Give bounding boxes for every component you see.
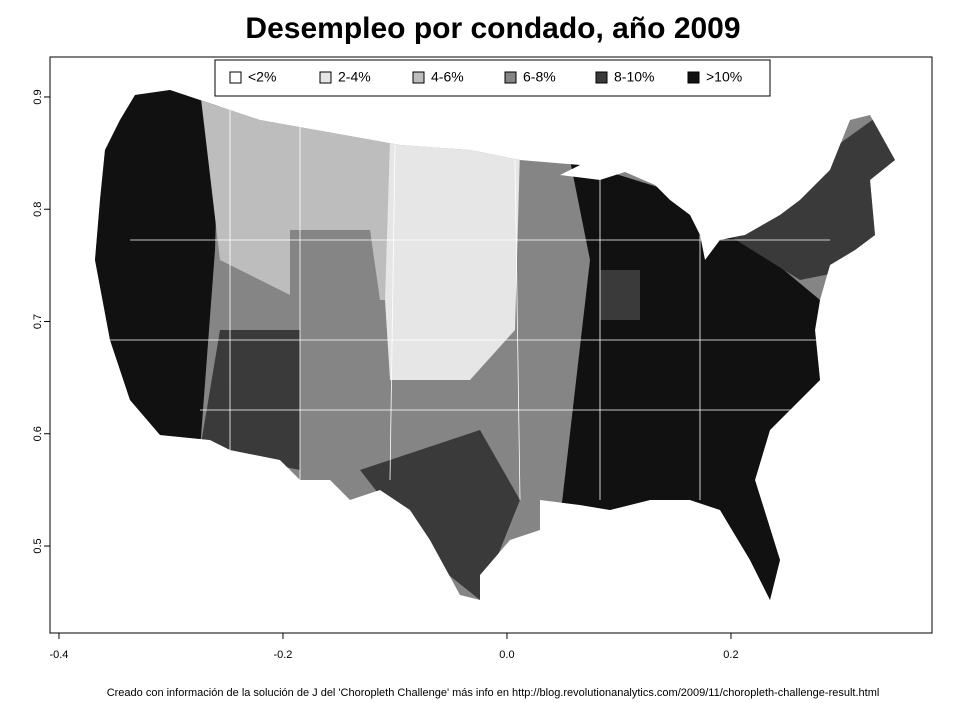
legend-label: <2%	[248, 69, 276, 85]
region	[200, 330, 300, 470]
legend-swatch	[687, 71, 700, 84]
legend-swatch	[504, 71, 517, 84]
caption: Creado con información de la solución de…	[107, 687, 880, 699]
legend-label: 6-8%	[523, 69, 556, 85]
legend-label: 2-4%	[338, 69, 371, 85]
y-tick-label: 0.9	[32, 89, 44, 104]
x-tick-label: 0.0	[499, 649, 514, 661]
x-tick-label: -0.4	[49, 649, 68, 661]
plot-frame	[49, 56, 933, 634]
region	[385, 140, 520, 380]
legend-label: 4-6%	[431, 69, 464, 85]
map	[95, 90, 895, 600]
state-border	[110, 90, 830, 501]
legend	[214, 59, 771, 97]
region	[600, 270, 640, 320]
region	[360, 430, 520, 600]
x-tick-label: -0.2	[273, 649, 292, 661]
region	[290, 230, 380, 300]
y-tick-label: 0.8	[32, 202, 44, 217]
y-tick-label: 0.7	[32, 314, 44, 329]
legend-label: 8-10%	[614, 69, 654, 85]
y-tick-label: 0.6	[32, 426, 44, 441]
x-tick-label: 0.2	[723, 649, 738, 661]
legend-swatch	[595, 71, 608, 84]
legend-swatch	[319, 71, 332, 84]
legend-swatch	[412, 71, 425, 84]
chart-title: Desempleo por condado, año 2009	[245, 12, 740, 45]
legend-swatch	[229, 71, 242, 84]
y-tick-label: 0.5	[32, 538, 44, 553]
region	[95, 90, 220, 450]
legend-label: >10%	[706, 69, 742, 85]
region	[720, 100, 895, 280]
